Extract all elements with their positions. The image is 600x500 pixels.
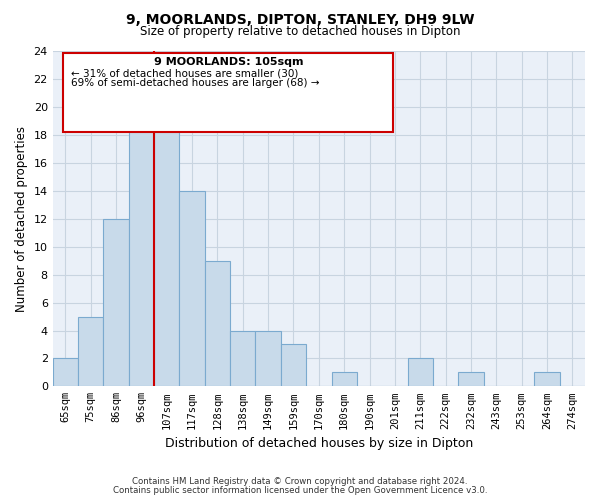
Y-axis label: Number of detached properties: Number of detached properties [15, 126, 28, 312]
Text: Contains HM Land Registry data © Crown copyright and database right 2024.: Contains HM Land Registry data © Crown c… [132, 477, 468, 486]
Bar [458, 372, 484, 386]
Bar [53, 358, 78, 386]
Text: Size of property relative to detached houses in Dipton: Size of property relative to detached ho… [140, 25, 460, 38]
Text: 9 MOORLANDS: 105sqm: 9 MOORLANDS: 105sqm [154, 57, 303, 67]
X-axis label: Distribution of detached houses by size in Dipton: Distribution of detached houses by size … [165, 437, 473, 450]
Bar [78, 316, 103, 386]
Bar [332, 372, 357, 386]
Bar [230, 330, 256, 386]
Text: ← 31% of detached houses are smaller (30): ← 31% of detached houses are smaller (30… [71, 68, 299, 78]
Bar [407, 358, 433, 386]
Bar [179, 191, 205, 386]
Text: Contains public sector information licensed under the Open Government Licence v3: Contains public sector information licen… [113, 486, 487, 495]
Bar [154, 122, 179, 386]
Bar [129, 108, 154, 386]
FancyBboxPatch shape [64, 53, 394, 132]
Bar [103, 219, 129, 386]
Text: 69% of semi-detached houses are larger (68) →: 69% of semi-detached houses are larger (… [71, 78, 320, 88]
Bar [256, 330, 281, 386]
Bar [535, 372, 560, 386]
Bar [205, 261, 230, 386]
Bar [281, 344, 306, 387]
Text: 9, MOORLANDS, DIPTON, STANLEY, DH9 9LW: 9, MOORLANDS, DIPTON, STANLEY, DH9 9LW [126, 12, 474, 26]
